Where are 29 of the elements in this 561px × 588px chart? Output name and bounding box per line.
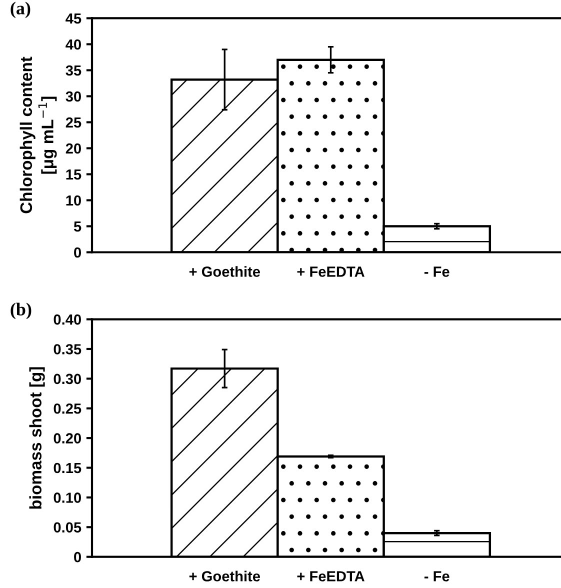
x-tick-label: + Goethite (189, 570, 260, 582)
x-tick-label: - Fe (424, 266, 450, 277)
y-axis-title: biomass shoot [g] (29, 367, 45, 509)
x-tick-label: + FeEDTA (297, 266, 364, 277)
y-tick-label: 20 (66, 143, 81, 154)
y-tick-label: 10 (66, 195, 81, 206)
y-tick-label: 0.30 (54, 374, 81, 384)
y-tick-label: 0.15 (54, 462, 82, 474)
y-tick-label: 0 (74, 247, 81, 258)
y-tick-label: 15 (66, 169, 82, 180)
y-tick-label: 40 (66, 39, 81, 50)
y-tick-label: 0.20 (54, 433, 81, 444)
y-tick-label: 0.10 (54, 492, 81, 503)
y-tick-label: 0.05 (54, 522, 82, 533)
y-tick-label: 0.40 (54, 314, 81, 325)
chart-title: (b) (10, 302, 32, 320)
y-tick-label: 35 (66, 65, 82, 76)
x-tick-label: + FeEDTA (297, 571, 364, 582)
x-tick-label: - Fe (424, 571, 450, 582)
y-tick-label: 30 (66, 91, 81, 102)
y-tick-label: 0.25 (54, 403, 82, 414)
y-tick-label: 0 (74, 552, 81, 562)
y-tick-label: 25 (66, 117, 82, 128)
y-tick-label: 45 (66, 13, 82, 24)
y-tick-label: 0.35 (54, 344, 82, 354)
y-axis-title: Chlorophyll content [μg mL$^{−1}$] (20, 56, 57, 214)
chart-title: (a) (10, 2, 30, 18)
x-tick-label: + Goethite (189, 266, 260, 277)
y-tick-label: 5 (74, 222, 82, 232)
